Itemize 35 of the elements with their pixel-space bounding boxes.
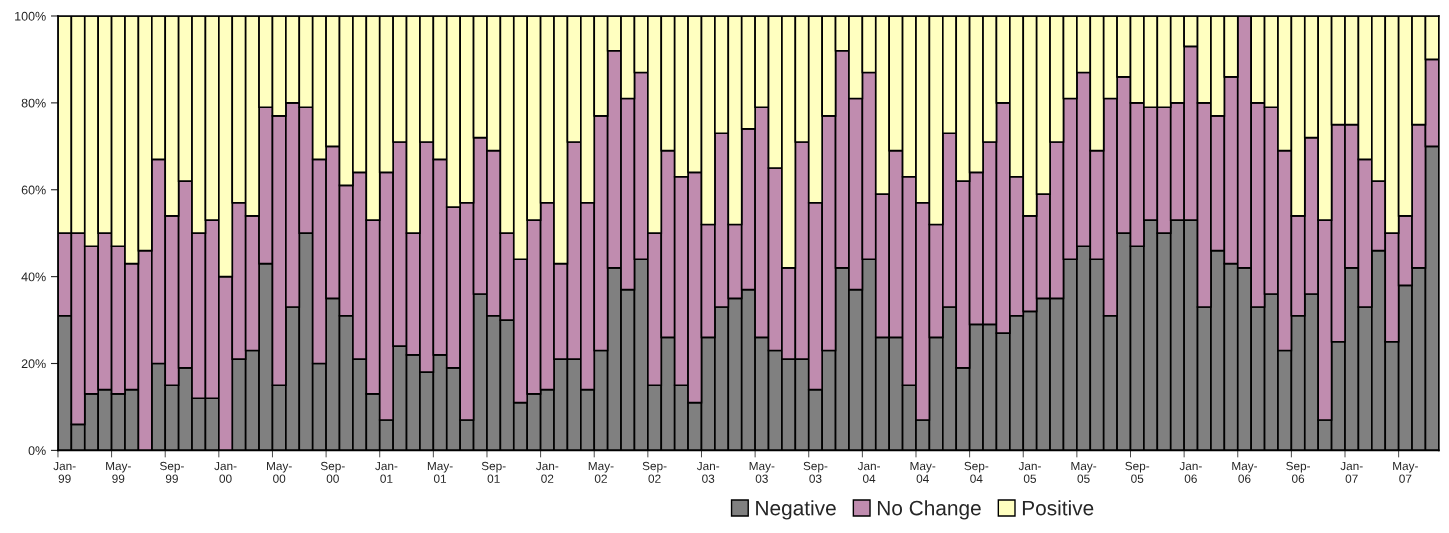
x-tick-label: May- 05 <box>1071 461 1097 483</box>
x-tick-label: Jan- 05 <box>1018 461 1041 483</box>
x-tick-label: Jan- 00 <box>214 461 237 483</box>
x-tick-label: May- 03 <box>749 461 775 483</box>
legend-label: No Change <box>877 500 981 520</box>
x-tick-label: Sep- 00 <box>320 461 345 483</box>
x-tick-label: Sep- 06 <box>1286 461 1311 483</box>
x-tick-label: Sep- 01 <box>481 461 506 483</box>
x-tick-label: May- 02 <box>588 461 614 483</box>
x-tick-label: Jan- 02 <box>536 461 559 483</box>
y-tick-label: 20% <box>21 359 46 369</box>
x-tick-label: Jan- 07 <box>1340 461 1363 483</box>
y-tick-label: 0% <box>28 446 46 456</box>
y-tick-label: 100% <box>15 11 46 21</box>
x-tick-label: Sep- 02 <box>642 461 667 483</box>
x-tick-label: Jan- 99 <box>53 461 76 483</box>
y-tick-label: 40% <box>21 272 46 282</box>
x-tick-label: Jan- 01 <box>375 461 398 483</box>
y-tick-label: 60% <box>21 185 46 195</box>
x-tick-label: Jan- 03 <box>696 461 720 483</box>
x-tick-label: Sep- 04 <box>964 461 989 483</box>
x-tick-label: Jan- 06 <box>1179 461 1202 483</box>
x-tick-label: May- 06 <box>1232 461 1258 483</box>
x-tick-label: May- 99 <box>106 461 131 483</box>
x-tick-label: Sep- 05 <box>1125 461 1150 483</box>
y-tick-label: 80% <box>21 98 46 108</box>
x-tick-label: May- 04 <box>910 461 936 483</box>
legend-label: Positive <box>1022 500 1094 516</box>
x-tick-label: Jan- 04 <box>857 461 881 483</box>
x-tick-label: May- 01 <box>427 461 453 483</box>
x-tick-label: May- 07 <box>1393 461 1418 483</box>
x-tick-label: May- 00 <box>267 461 292 483</box>
x-tick-label: Sep- 99 <box>159 461 184 483</box>
x-tick-label: Sep- 03 <box>803 461 828 483</box>
legend-label: Negative <box>756 500 836 520</box>
